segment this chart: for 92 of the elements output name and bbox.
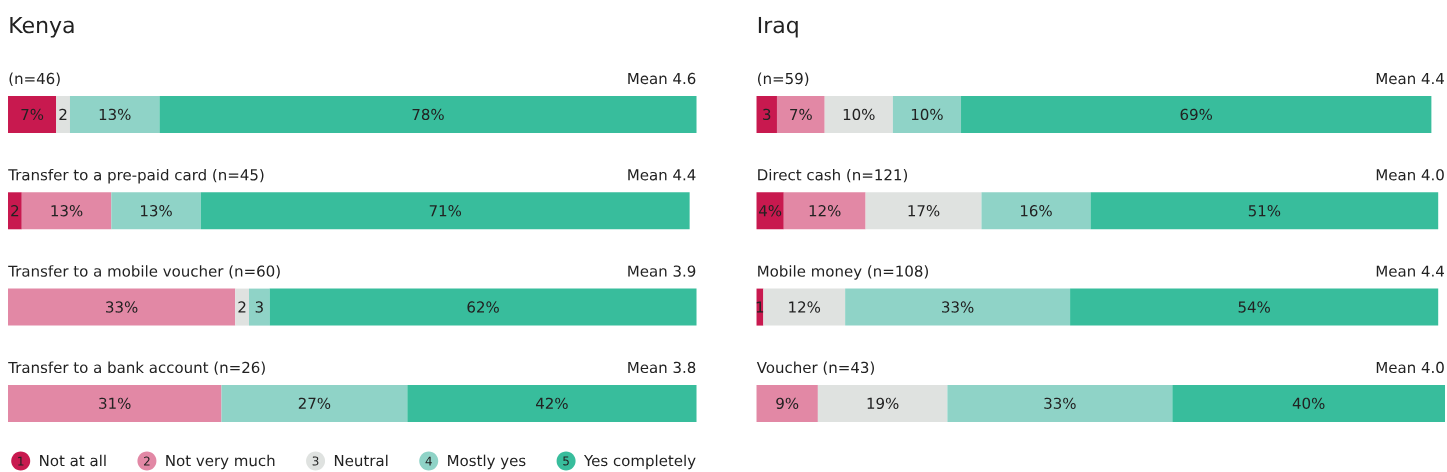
- data-label: 13%: [51, 205, 83, 217]
- data-label: 51%: [1248, 205, 1281, 217]
- data-label: 7%: [790, 108, 812, 121]
- data-label: 71%: [429, 205, 462, 217]
- bar: [221, 384, 408, 422]
- text: 2: [143, 456, 150, 466]
- bar: [817, 384, 948, 422]
- chart-title: Iraq: [758, 16, 798, 38]
- bar: [947, 384, 1173, 422]
- text: 1: [18, 456, 24, 466]
- bar: [1090, 192, 1439, 230]
- bar: [763, 288, 846, 326]
- y2-tick-label: Mean 4.4: [1376, 73, 1444, 85]
- data-label: 27%: [298, 397, 331, 409]
- bar: [111, 192, 201, 230]
- y2-tick-label: Mean 3.9: [628, 265, 696, 277]
- data-label: 19%: [867, 397, 899, 409]
- bar: [981, 192, 1091, 230]
- y-tick-label: Transfer to a pre-paid card (n=45): [8, 168, 264, 184]
- bar: [892, 95, 962, 133]
- data-label: 2: [238, 301, 246, 313]
- chart-title: Kenya: [10, 16, 74, 38]
- data-label: 69%: [1180, 108, 1213, 121]
- y-tick-label: Direct cash (n=121): [758, 168, 908, 183]
- text: 3: [312, 456, 319, 466]
- data-label: 10%: [911, 108, 943, 121]
- data-label: 2: [11, 205, 19, 217]
- data-label: 33%: [942, 301, 974, 313]
- y2-tick-label: Mean 4.4: [1376, 265, 1444, 277]
- y2-tick-label: Mean 4.0: [1376, 361, 1444, 374]
- bar: [1172, 384, 1446, 422]
- y-tick-label: Transfer to a bank account (n=26): [8, 361, 265, 375]
- y2-tick-label: Mean 3.8: [628, 361, 696, 374]
- legend-label: Not at all: [40, 454, 106, 467]
- bar: [200, 192, 690, 230]
- data-label: 2: [59, 108, 67, 120]
- data-label: 13%: [141, 205, 172, 217]
- bar: [756, 95, 777, 133]
- y2-tick-label: Mean 4.6: [628, 72, 696, 85]
- data-label: 54%: [1238, 301, 1270, 313]
- data-label: 10%: [843, 108, 875, 121]
- data-label: 4%: [758, 205, 782, 217]
- bar: [235, 288, 249, 326]
- data-label: 9%: [776, 397, 799, 409]
- bar: [159, 95, 697, 133]
- data-label: 42%: [536, 397, 568, 409]
- bar: [824, 95, 893, 133]
- bar: [56, 95, 70, 133]
- legend-label: Neutral: [334, 454, 388, 467]
- y-tick-label: (n=46): [9, 72, 60, 86]
- bar: [865, 192, 982, 230]
- bar: [269, 288, 697, 326]
- legend-label: Mostly yes: [448, 454, 526, 470]
- bar: [756, 192, 784, 230]
- bar: [248, 288, 270, 326]
- data-label: 16%: [1020, 205, 1052, 217]
- bar: [407, 384, 697, 422]
- bar: [776, 95, 825, 133]
- y2-tick-label: Mean 4.0: [1376, 169, 1444, 181]
- bar: [783, 192, 866, 230]
- y2-tick-label: Mean 4.4: [628, 169, 696, 181]
- data-label: 62%: [467, 301, 499, 313]
- y-tick-label: Mobile money (n=108): [758, 265, 928, 280]
- text: 5: [563, 456, 569, 466]
- y-tick-label: (n=59): [758, 72, 809, 86]
- bar: [756, 384, 818, 422]
- bar: [845, 288, 1071, 326]
- data-label: 33%: [1044, 397, 1076, 409]
- text: 4: [425, 456, 432, 466]
- y-tick-label: Transfer to a mobile voucher (n=60): [8, 265, 280, 279]
- data-label: 7%: [21, 108, 44, 121]
- data-label: 13%: [99, 108, 131, 121]
- bar: [8, 95, 57, 133]
- data-label: 40%: [1292, 397, 1325, 409]
- bar: [8, 288, 236, 326]
- data-label: 3: [763, 108, 771, 121]
- bar: [8, 192, 22, 230]
- data-label: 3: [255, 301, 263, 313]
- bar: [961, 95, 1432, 133]
- data-label: 12%: [789, 301, 821, 313]
- legend-label: Not very much: [166, 454, 275, 470]
- data-label: 12%: [809, 205, 841, 217]
- bar: [8, 384, 222, 422]
- legend-label: Yes completely: [583, 454, 696, 470]
- bar: [21, 192, 112, 230]
- bar: [69, 95, 160, 133]
- y-tick-label: Voucher (n=43): [756, 361, 874, 375]
- bar: [1070, 288, 1439, 326]
- data-label: 31%: [99, 397, 131, 409]
- data-label: 78%: [412, 108, 444, 121]
- data-label: 17%: [908, 205, 940, 217]
- data-label: 33%: [106, 301, 138, 313]
